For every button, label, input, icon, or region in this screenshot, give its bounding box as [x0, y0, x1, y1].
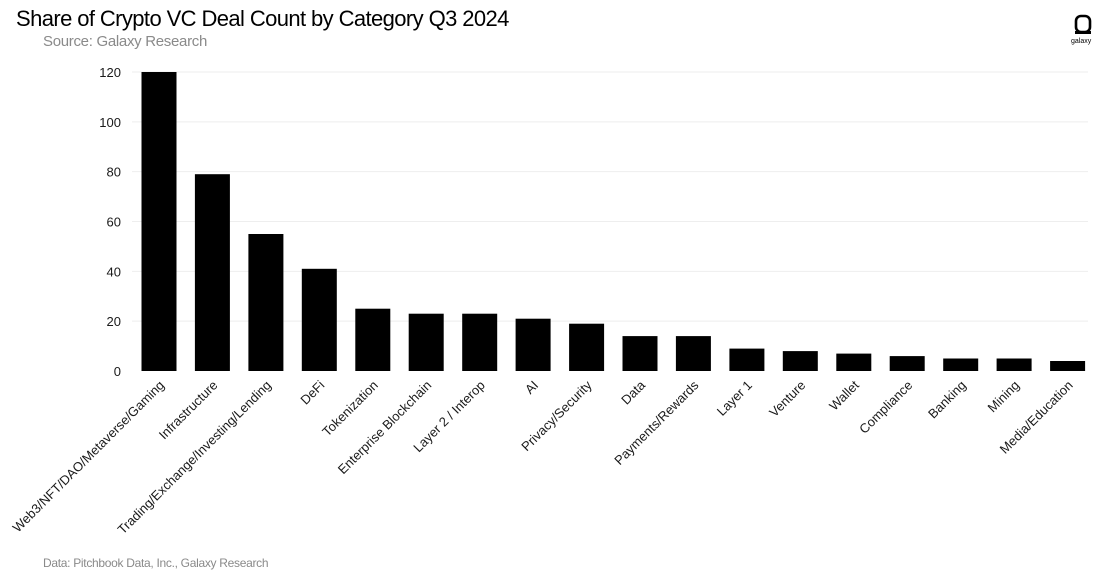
y-tick-label: 0 [114, 364, 121, 379]
galaxy-logo-icon [1074, 14, 1092, 34]
bar [515, 318, 551, 371]
y-tick-label: 60 [107, 215, 121, 230]
bar [996, 358, 1032, 371]
x-tick-label: Layer 1 [714, 378, 755, 419]
y-tick-label: 40 [107, 264, 121, 279]
bar [836, 353, 872, 371]
x-tick-label: Mining [985, 378, 1023, 416]
bar [355, 308, 391, 371]
bar [675, 336, 711, 371]
x-tick-label: Data [618, 377, 649, 408]
y-axis: 0 20 40 60 80 100 120 [99, 65, 121, 379]
bar [462, 313, 498, 371]
x-tick-label: Wallet [826, 377, 862, 413]
bar [943, 358, 979, 371]
y-tick-label: 120 [99, 65, 121, 80]
bar [1050, 361, 1086, 371]
x-tick-label: AI [522, 378, 541, 397]
chart-subtitle: Source: Galaxy Research [43, 33, 208, 50]
bar [782, 351, 818, 371]
x-tick-label: Enterprise Blockchain [335, 378, 435, 478]
bars [141, 72, 1086, 371]
logo-label: galaxy [1071, 38, 1092, 45]
footer-note: Data: Pitchbook Data, Inc., Galaxy Resea… [43, 556, 269, 570]
chart-title: Share of Crypto VC Deal Count by Categor… [16, 6, 509, 31]
x-tick-label: Venture [766, 378, 808, 420]
y-tick-label: 100 [99, 115, 121, 130]
x-tick-label: Compliance [856, 378, 915, 437]
bar [248, 234, 284, 371]
bar [194, 174, 230, 371]
bar [622, 336, 658, 371]
bar [301, 268, 337, 371]
bar [569, 323, 605, 371]
bar [889, 356, 925, 371]
x-axis: Web3/NFT/DAO/Metaverse/GamingInfrastruct… [10, 377, 1076, 537]
y-tick-label: 20 [107, 314, 121, 329]
y-tick-label: 80 [107, 165, 121, 180]
bar [408, 313, 444, 371]
bar [141, 72, 177, 371]
x-tick-label: Banking [925, 378, 969, 422]
x-tick-label: DeFi [297, 377, 327, 407]
grid-layer [132, 71, 1088, 322]
bar [729, 348, 765, 371]
